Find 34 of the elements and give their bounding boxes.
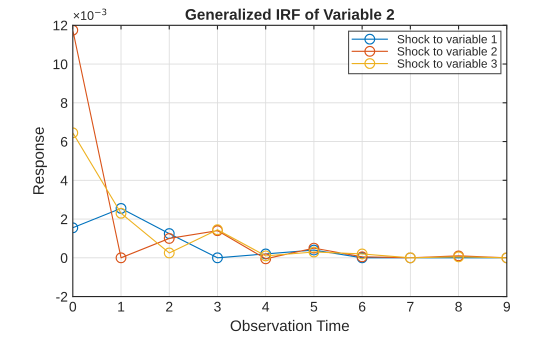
point (116, 202, 126, 214)
y-tick-label: 2 (60, 214, 68, 224)
chart-title: Generalized IRF of Variable 2 (186, 8, 394, 20)
y-tick-label: 12 (54, 20, 68, 30)
point (212, 252, 223, 264)
point (164, 233, 175, 244)
x-tick-label: 3 (214, 302, 221, 312)
x-tick-label: 7 (407, 302, 414, 312)
y-tick-label: 0 (60, 253, 68, 263)
y-axis-title: Response (33, 127, 47, 194)
x-tick-label: 9 (504, 302, 510, 312)
y-tick-label: 4 (60, 176, 68, 186)
x-tick-label: 2 (166, 302, 172, 312)
y-tick-label: -2 (56, 292, 68, 302)
y-tick-label: 10 (54, 59, 68, 70)
y-tick-label: 6 (60, 136, 68, 147)
point (164, 228, 175, 239)
text: ×10$^{−3}$ (74, 8, 106, 20)
point (356, 248, 368, 260)
x-tick-label: 1 (118, 302, 124, 312)
point (116, 208, 126, 219)
legend-label: Shock to variable 3 (397, 59, 497, 68)
x-axis-title: Observation Time (230, 320, 349, 332)
legend-label: Shock to variable 2 (397, 46, 497, 56)
x-tick-label: 8 (455, 302, 462, 312)
legend-label: Shock to variable 1 (397, 34, 497, 44)
point (164, 248, 175, 258)
x-tick-label: 6 (358, 302, 366, 312)
x-tick-label: 5 (310, 302, 318, 312)
x-tick-label: 0 (69, 302, 76, 312)
point (260, 253, 272, 264)
x-tick-label: 4 (262, 302, 270, 312)
y-tick-label: 8 (60, 98, 68, 108)
point (116, 252, 126, 264)
